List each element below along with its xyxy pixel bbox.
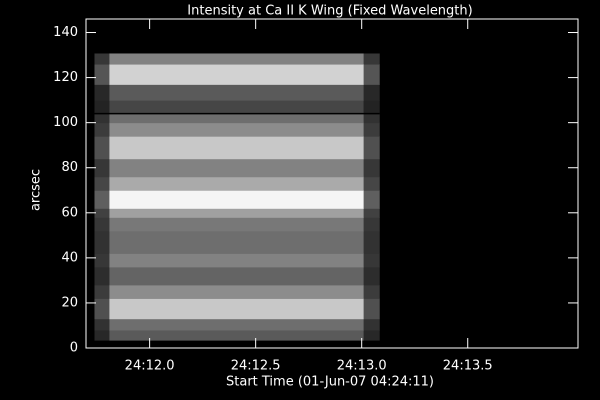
image-cell xyxy=(94,190,110,209)
image-cell xyxy=(363,298,380,320)
y-tick-label: 100 xyxy=(53,115,78,130)
image-cell xyxy=(363,113,380,124)
image-cell xyxy=(109,208,364,218)
image-cell xyxy=(363,136,380,160)
image-cell xyxy=(94,113,110,124)
y-tick-label: 0 xyxy=(70,341,78,356)
image-cell xyxy=(94,122,110,137)
image-cell xyxy=(109,122,364,137)
image-cell xyxy=(109,266,364,286)
x-tick-label: 24:13.0 xyxy=(337,359,387,374)
image-cell xyxy=(109,329,364,341)
image-cell xyxy=(363,122,380,137)
image-cell xyxy=(363,158,380,178)
image-cell xyxy=(109,53,364,65)
plot-frame xyxy=(85,18,579,349)
image-cell xyxy=(94,298,110,320)
image-cell xyxy=(94,158,110,178)
image-cell xyxy=(109,284,364,299)
image-cell xyxy=(94,53,110,65)
image-cell xyxy=(363,190,380,209)
image-cell xyxy=(94,266,110,286)
image-cell xyxy=(94,100,110,115)
image-cell xyxy=(363,100,380,115)
y-axis-label: arcsec xyxy=(29,169,44,211)
image-cell xyxy=(109,158,364,178)
image-cell xyxy=(363,217,380,232)
image-cell xyxy=(109,298,364,320)
image-cell xyxy=(109,230,364,254)
image-cell xyxy=(109,100,364,115)
x-tick-label: 24:12.0 xyxy=(125,359,175,374)
image-cell xyxy=(94,284,110,299)
image-cell xyxy=(363,318,380,331)
y-tick-label: 140 xyxy=(53,25,78,40)
image-cell xyxy=(363,230,380,254)
image-cell xyxy=(109,318,364,331)
image-cell xyxy=(363,253,380,268)
image-cell xyxy=(363,53,380,65)
image-cell xyxy=(109,176,364,191)
y-tick-label: 40 xyxy=(61,250,78,265)
image-cell xyxy=(363,329,380,341)
y-tick-label: 60 xyxy=(61,205,78,220)
image-cell xyxy=(94,230,110,254)
image-cell xyxy=(363,84,380,101)
image-cell xyxy=(94,318,110,331)
image-cell xyxy=(94,84,110,101)
image-cell xyxy=(94,253,110,268)
x-tick-label: 24:12.5 xyxy=(231,359,281,374)
image-cell xyxy=(94,136,110,160)
image-cell xyxy=(363,64,380,85)
image-cell xyxy=(109,84,364,101)
image-cell xyxy=(94,217,110,232)
image-cell xyxy=(109,190,364,209)
image-cell xyxy=(363,176,380,191)
y-tick-label: 80 xyxy=(61,160,78,175)
image-cell xyxy=(109,136,364,160)
image-cell xyxy=(363,284,380,299)
image-cell xyxy=(94,64,110,85)
x-tick-label: 24:13.5 xyxy=(443,359,493,374)
image-cell xyxy=(94,329,110,341)
image-cell xyxy=(109,253,364,268)
image-cell xyxy=(109,64,364,85)
image-cell xyxy=(109,217,364,232)
image-cell xyxy=(363,208,380,218)
y-tick-label: 120 xyxy=(53,70,78,85)
y-tick-label: 20 xyxy=(61,295,78,310)
image-cell xyxy=(94,208,110,218)
chart-title: Intensity at Ca II K Wing (Fixed Wavelen… xyxy=(187,4,472,19)
image-cell xyxy=(363,266,380,286)
image-cell xyxy=(94,176,110,191)
x-axis-label: Start Time (01-Jun-07 04:24:11) xyxy=(226,375,434,390)
image-cell xyxy=(109,113,364,124)
